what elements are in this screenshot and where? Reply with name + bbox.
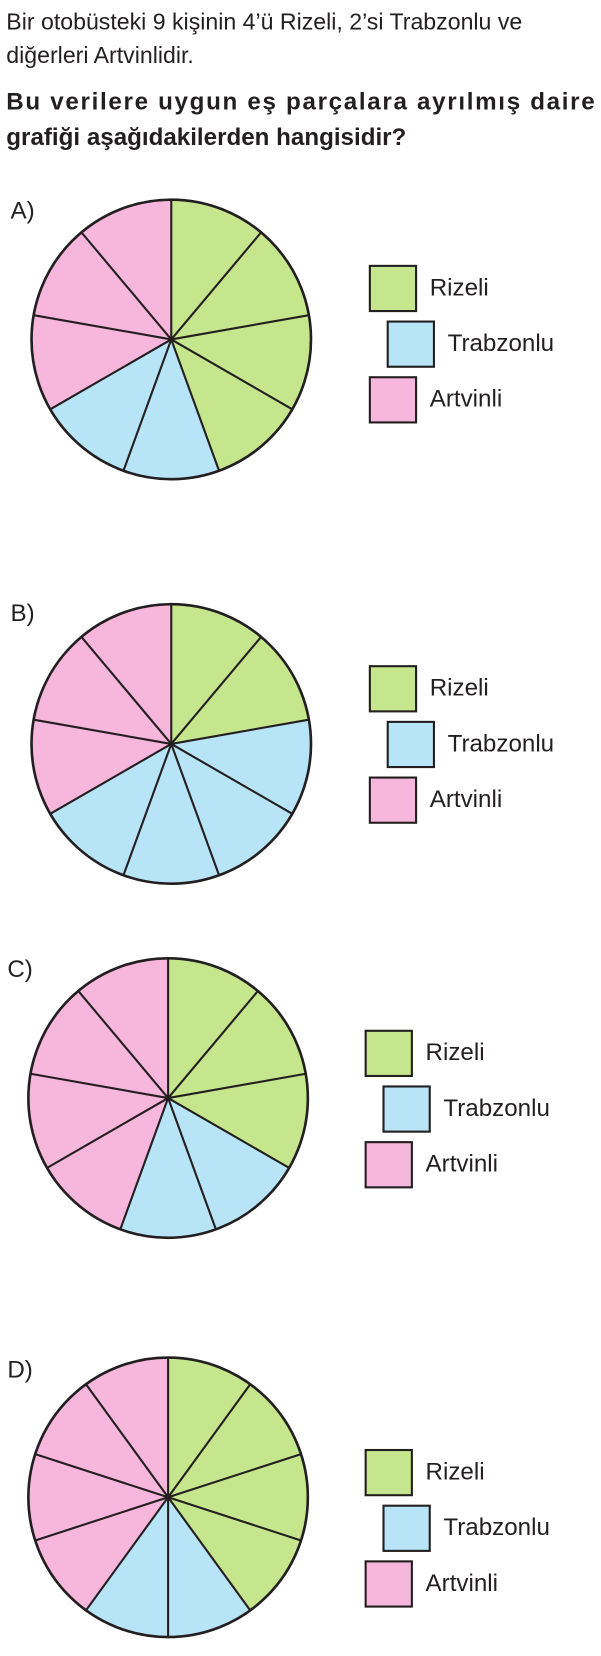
pie-slice xyxy=(168,958,308,1168)
legend-swatch xyxy=(386,320,435,368)
legend-label: Rizeli xyxy=(430,675,489,702)
legend-swatch xyxy=(368,376,418,424)
legend-swatch xyxy=(368,776,418,824)
slice-divider xyxy=(122,743,173,876)
legend-label: Artvinli xyxy=(426,1151,498,1178)
slice-divider xyxy=(80,636,173,745)
legend-swatch xyxy=(364,1448,413,1497)
legend-label: Rizeli xyxy=(426,1458,485,1485)
slice-divider xyxy=(80,231,173,341)
pie-slice xyxy=(28,958,169,1230)
slice-divider xyxy=(170,743,293,815)
pie-slice xyxy=(50,339,220,480)
pie-slice xyxy=(28,1357,169,1611)
slice-divider xyxy=(167,1072,306,1100)
slice-divider xyxy=(33,718,172,745)
slice-divider xyxy=(30,1072,169,1100)
question-line: diğerleri Artvinlidir. xyxy=(6,42,194,68)
legend-swatch xyxy=(382,1504,431,1552)
legend-swatch xyxy=(386,720,435,769)
slice-divider xyxy=(167,1097,217,1230)
option-label: C) xyxy=(7,956,33,983)
slice-divider xyxy=(85,1496,169,1611)
slice-divider xyxy=(33,314,172,341)
slice-divider xyxy=(85,1383,169,1498)
pie-slice xyxy=(171,199,312,471)
option-label: B) xyxy=(11,600,35,627)
slice-divider xyxy=(170,743,221,876)
pie-outline xyxy=(30,602,313,886)
slice-divider xyxy=(49,338,172,411)
slice-divider xyxy=(167,1496,252,1611)
slice-divider xyxy=(122,339,173,472)
legend-swatch xyxy=(368,264,418,313)
slice-divider xyxy=(170,231,262,341)
legend-label: Trabzonlu xyxy=(443,1514,550,1541)
question-bold-line: Bu verilere uygun eş parçalara ayrılmış … xyxy=(6,88,594,115)
slice-divider xyxy=(34,1453,169,1499)
legend-label: Trabzonlu xyxy=(448,730,555,757)
legend-swatch xyxy=(364,1141,413,1189)
slice-divider xyxy=(170,636,262,745)
legend-swatch xyxy=(364,1560,413,1608)
slice-divider xyxy=(46,1097,169,1169)
pie-slice xyxy=(171,604,309,744)
legend-label: Rizeli xyxy=(426,1039,485,1066)
slice-divider xyxy=(34,1496,169,1542)
slice-divider xyxy=(170,339,221,472)
pie-slice xyxy=(168,1357,308,1611)
slice-divider xyxy=(167,1097,290,1169)
slice-divider xyxy=(167,990,259,1099)
question-bold-line: grafiği aşağıdakilerden hangisidir? xyxy=(6,124,406,151)
slice-divider xyxy=(167,1383,252,1498)
pie-outline xyxy=(27,1356,310,1639)
pie-slice xyxy=(31,604,172,814)
question-line: Bir otobüsteki 9 kişinin 4’ü Rizeli, 2’s… xyxy=(6,8,522,34)
legend-swatch xyxy=(364,1029,413,1078)
slice-divider xyxy=(171,314,310,341)
legend-label: Artvinli xyxy=(430,386,502,413)
pie-outline xyxy=(30,198,313,481)
legend-label: Trabzonlu xyxy=(448,330,555,357)
slice-divider xyxy=(167,1453,302,1499)
pie-slice xyxy=(50,719,312,884)
slice-divider xyxy=(171,718,310,745)
option-label: D) xyxy=(7,1357,33,1384)
pie-slice xyxy=(120,1098,290,1238)
slice-divider xyxy=(49,743,172,815)
option-label: A) xyxy=(11,198,35,225)
legend-swatch xyxy=(368,665,418,713)
slice-divider xyxy=(77,990,169,1099)
slice-divider xyxy=(167,1496,302,1542)
legend-label: Trabzonlu xyxy=(443,1095,550,1122)
legend-label: Artvinli xyxy=(426,1570,498,1597)
slice-divider xyxy=(119,1097,170,1230)
pie-slice xyxy=(31,199,172,410)
legend-swatch xyxy=(382,1085,431,1133)
legend-label: Rizeli xyxy=(430,274,489,301)
legend-label: Artvinli xyxy=(430,786,502,813)
slice-divider xyxy=(170,338,293,411)
pie-outline xyxy=(27,956,310,1240)
